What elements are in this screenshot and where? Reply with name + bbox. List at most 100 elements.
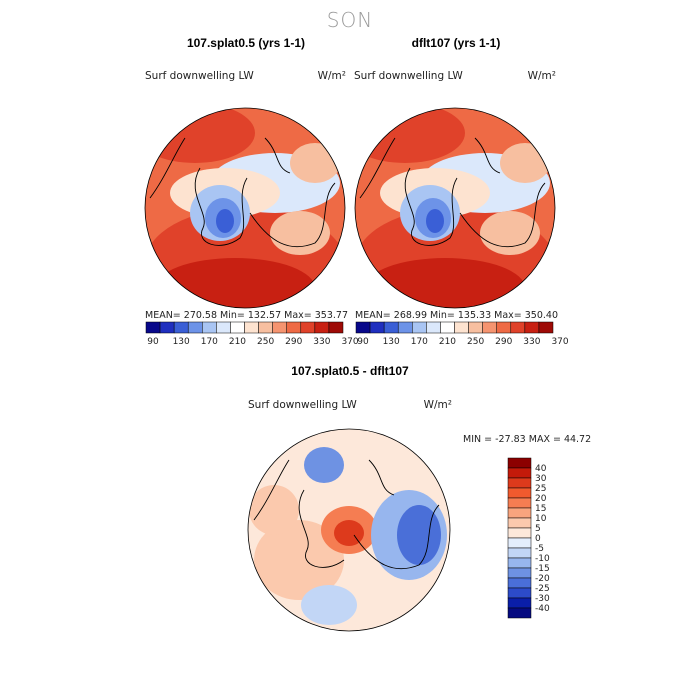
colorbar-swatch	[538, 321, 554, 334]
colorbar-swatch	[426, 321, 441, 334]
coastline	[359, 137, 396, 199]
field-warm-north	[355, 108, 465, 163]
map-border	[354, 107, 556, 309]
colorbar-tick-label: 290	[285, 337, 302, 347]
map-border	[247, 428, 451, 632]
colorbar-swatch	[507, 527, 532, 539]
colorbar-swatch	[159, 321, 175, 334]
min-max-text: MIN = -27.83 MAX = 44.72	[463, 434, 591, 445]
colorbar-swatch	[412, 321, 427, 334]
coastline	[298, 489, 345, 568]
colorbar-swatch	[482, 321, 497, 334]
colorbar-swatch	[507, 597, 532, 609]
colorbar-tick-label: 20	[535, 494, 547, 504]
colorbar-swatch	[216, 321, 231, 334]
variable-label: Surf downwelling LW	[248, 399, 357, 411]
colorbar-swatch	[383, 321, 399, 334]
coastline	[264, 137, 291, 174]
colorbar-swatch	[507, 497, 532, 509]
season-title: SON	[327, 8, 373, 32]
polar-map	[248, 429, 450, 631]
coastline	[368, 459, 395, 496]
colorbar-swatch	[440, 321, 455, 334]
colorbar-tick-label: 90	[357, 337, 369, 347]
colorbar-tick-label: 330	[313, 337, 330, 347]
colorbar-swatch	[328, 321, 344, 334]
colorbar-swatch	[258, 321, 273, 334]
colorbar-swatch	[507, 587, 532, 599]
colorbar: 90 130 170 210 250 290 330 370	[355, 321, 569, 347]
colorbar-tick-label: 130	[383, 337, 400, 347]
colorbar-swatch	[369, 321, 385, 334]
colorbar-tick-label: 250	[467, 337, 484, 347]
colorbar-swatch	[507, 477, 532, 489]
colorbar-tick-label: 25	[535, 484, 546, 494]
field-max	[334, 520, 364, 546]
colorbar-swatch	[510, 321, 526, 334]
colorbar-swatch	[507, 567, 532, 579]
stats-text: MEAN= 268.99 Min= 135.33 Max= 350.40	[355, 310, 558, 321]
colorbar-swatch	[355, 321, 371, 334]
panel-model-a: 107.splat0.5 (yrs 1-1) Surf downwelling …	[144, 36, 359, 347]
panel-title: dflt107 (yrs 1-1)	[412, 36, 501, 50]
colorbar-swatch	[314, 321, 330, 334]
field-hot	[155, 258, 315, 308]
coastline	[404, 167, 458, 246]
variable-label: Surf downwelling LW	[354, 70, 463, 82]
coastline	[474, 137, 501, 174]
coastline	[459, 182, 546, 248]
colorbar-swatch	[507, 487, 532, 499]
colorbar-tick-label: -40	[535, 604, 550, 614]
colorbar-tick-label: 90	[147, 337, 159, 347]
variable-label: Surf downwelling LW	[145, 70, 254, 82]
field-warm-eurasia	[270, 211, 330, 255]
field-coldest	[426, 209, 444, 233]
colorbar-tick-label: -25	[535, 584, 550, 594]
field-warm-pacific	[290, 143, 340, 183]
colorbar-swatch	[496, 321, 512, 334]
coastline	[194, 167, 248, 246]
panel-title: 107.splat0.5 - dflt107	[291, 364, 409, 378]
units-label: W/m²	[528, 70, 556, 82]
colorbar-tick-label: 370	[341, 337, 358, 347]
colorbar-swatch	[187, 321, 203, 334]
colorbar-swatch	[454, 321, 469, 334]
colorbar-swatch	[397, 321, 413, 334]
colorbar-tick-label: -30	[535, 594, 550, 604]
colorbar-tick-label: 250	[257, 337, 274, 347]
colorbar-tick-label: 15	[535, 504, 546, 514]
colorbar-tick-label: 40	[535, 464, 547, 474]
colorbar-tick-label: 370	[551, 337, 568, 347]
panel-difference: 107.splat0.5 - dflt107 Surf downwelling …	[247, 364, 591, 632]
colorbar-tick-label: 30	[535, 474, 547, 484]
colorbar-swatch	[202, 321, 217, 334]
colorbar-swatch	[244, 321, 259, 334]
coastline	[149, 137, 186, 199]
colorbar-swatch	[272, 321, 287, 334]
colorbar-swatch	[507, 607, 532, 619]
colorbar-swatch	[468, 321, 483, 334]
colorbar-tick-label: -20	[535, 574, 550, 584]
panel-title: 107.splat0.5 (yrs 1-1)	[187, 36, 305, 50]
colorbar-swatch	[507, 577, 532, 589]
units-label: W/m²	[424, 399, 452, 411]
panel-model-b: dflt107 (yrs 1-1) Surf downwelling LW W/…	[354, 36, 569, 347]
colorbar-swatch	[507, 507, 532, 519]
colorbar-tick-label: 0	[535, 534, 541, 544]
colorbar-swatch	[507, 537, 532, 549]
coastline	[253, 459, 290, 521]
colorbar-tick-label: -10	[535, 554, 550, 564]
field-positive-west	[249, 485, 299, 535]
field-negative-north	[304, 447, 344, 483]
colorbar-swatch	[173, 321, 189, 334]
field-warm-pacific	[500, 143, 550, 183]
colorbar-swatch	[286, 321, 302, 334]
colorbar-tick-label: 130	[173, 337, 190, 347]
colorbar-swatch	[230, 321, 245, 334]
field-hot	[365, 258, 525, 308]
colorbar-tick-label: -5	[535, 544, 544, 554]
colorbar-tick-label: -15	[535, 564, 550, 574]
field-negative-core	[397, 505, 441, 565]
